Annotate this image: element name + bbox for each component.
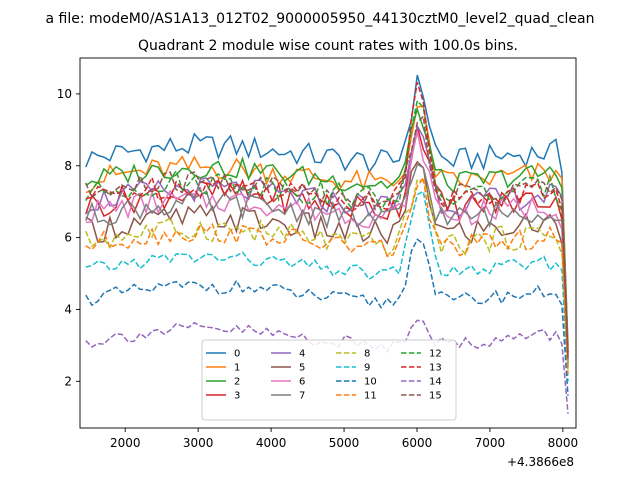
legend-label-11: 11 — [364, 391, 377, 402]
y-axis: 2 4 6 8 10 — [57, 87, 80, 388]
legend-label-7: 7 — [299, 391, 305, 402]
legend-label-13: 13 — [429, 363, 442, 374]
y-tick-label: 4 — [64, 302, 72, 316]
legend-label-14: 14 — [429, 377, 442, 388]
legend-label-2: 2 — [234, 377, 240, 388]
legend-label-9: 9 — [364, 363, 370, 374]
legend-label-6: 6 — [299, 377, 305, 388]
legend-label-0: 0 — [234, 349, 240, 360]
x-tick-label: 5000 — [329, 436, 360, 450]
series-line-13 — [85, 82, 569, 357]
series-line-5 — [85, 160, 569, 367]
legend-label-10: 10 — [364, 377, 377, 388]
series-line-4 — [85, 124, 569, 360]
legend-label-15: 15 — [429, 391, 442, 402]
series-line-7 — [85, 163, 569, 364]
series-line-15 — [85, 114, 569, 360]
legend-label-5: 5 — [299, 363, 305, 374]
legend-label-1: 1 — [234, 363, 240, 374]
x-offset-label: +4.3866e8 — [507, 455, 574, 469]
legend-label-12: 12 — [429, 349, 442, 360]
series-line-10 — [85, 238, 569, 396]
series-line-9 — [85, 190, 569, 382]
legend-label-8: 8 — [364, 349, 370, 360]
legend-box — [201, 339, 457, 421]
series-line-2 — [85, 106, 569, 353]
series-line-11 — [85, 175, 569, 375]
series-line-3 — [85, 126, 569, 357]
x-tick-label: 4000 — [256, 436, 287, 450]
legend-label-4: 4 — [299, 349, 305, 360]
axes-frame — [79, 57, 577, 429]
series-line-6 — [85, 131, 569, 364]
y-tick-label: 2 — [64, 374, 72, 388]
x-tick-label: 7000 — [475, 436, 506, 450]
x-tick-label: 2000 — [110, 436, 141, 450]
figure-title: a file: modeM0/AS1A13_012T02_9000005950_… — [46, 11, 595, 27]
y-tick-label: 10 — [57, 87, 72, 101]
y-tick-label: 8 — [64, 159, 72, 173]
x-tick-label: 3000 — [183, 436, 214, 450]
series-line-12 — [85, 99, 569, 353]
x-tick-label: 6000 — [402, 436, 433, 450]
x-axis: 2000 3000 4000 5000 6000 7000 8000 — [110, 428, 578, 450]
series-line-8 — [85, 178, 569, 371]
axes-title: Quadrant 2 module wise count rates with … — [138, 38, 518, 54]
legend-label-3: 3 — [234, 391, 240, 402]
series-line-0 — [85, 74, 569, 346]
y-tick-label: 6 — [64, 231, 72, 245]
x-tick-label: 8000 — [548, 436, 579, 450]
